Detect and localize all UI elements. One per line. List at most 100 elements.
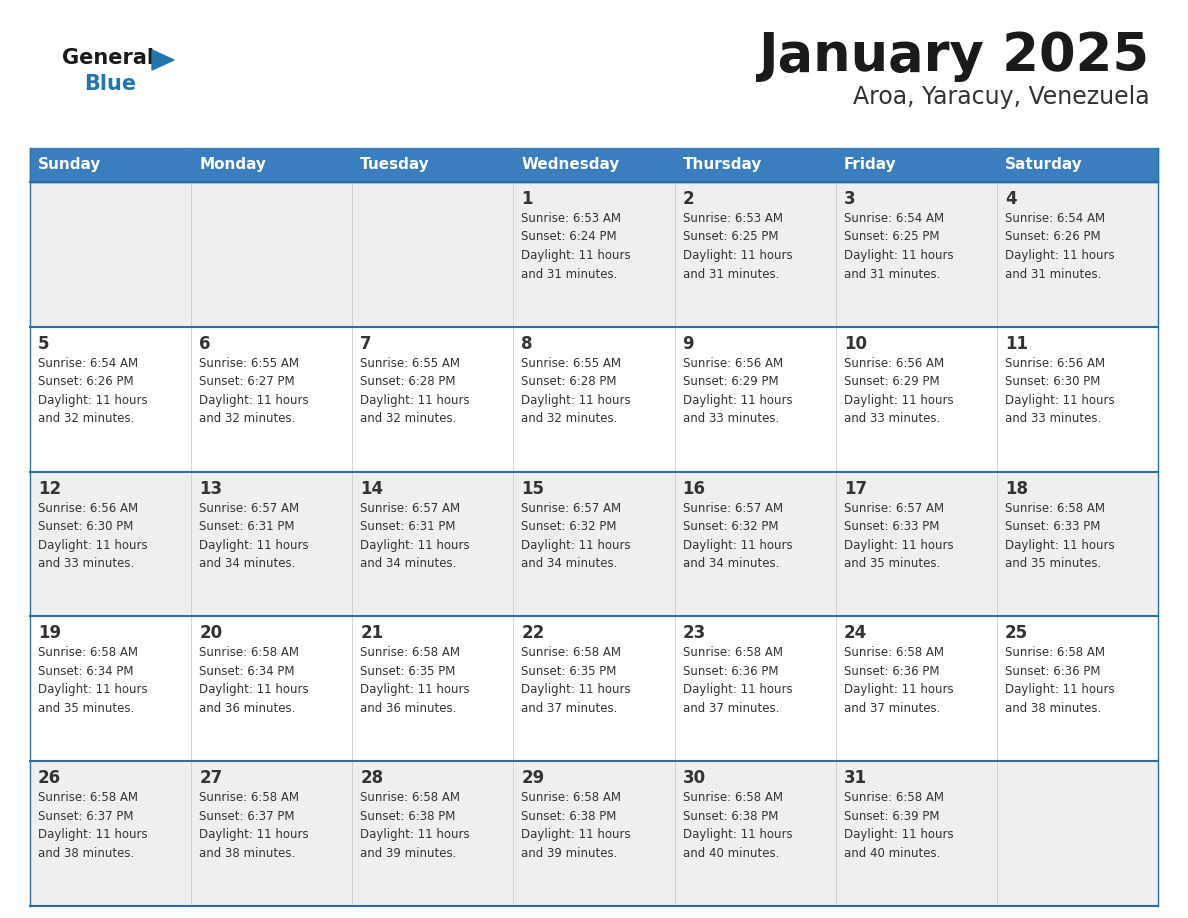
Text: Sunrise: 6:57 AM
Sunset: 6:33 PM
Daylight: 11 hours
and 35 minutes.: Sunrise: 6:57 AM Sunset: 6:33 PM Dayligh… [843, 501, 953, 570]
Text: 8: 8 [522, 335, 533, 353]
Bar [997, 472, 1158, 616]
Bar [513, 472, 675, 616]
Text: 22: 22 [522, 624, 544, 643]
Text: Sunrise: 6:58 AM
Sunset: 6:38 PM
Daylight: 11 hours
and 39 minutes.: Sunrise: 6:58 AM Sunset: 6:38 PM Dayligh… [522, 791, 631, 859]
Text: 15: 15 [522, 479, 544, 498]
Bar [513, 182, 675, 327]
Bar [513, 761, 675, 906]
Bar [675, 148, 835, 182]
Text: Sunrise: 6:54 AM
Sunset: 6:25 PM
Daylight: 11 hours
and 31 minutes.: Sunrise: 6:54 AM Sunset: 6:25 PM Dayligh… [843, 212, 953, 281]
Bar [997, 148, 1158, 182]
Text: 6: 6 [200, 335, 210, 353]
Text: Tuesday: Tuesday [360, 158, 430, 173]
Text: Sunday: Sunday [38, 158, 101, 173]
Text: 4: 4 [1005, 190, 1017, 208]
Text: Sunrise: 6:58 AM
Sunset: 6:35 PM
Daylight: 11 hours
and 37 minutes.: Sunrise: 6:58 AM Sunset: 6:35 PM Dayligh… [522, 646, 631, 715]
Text: 19: 19 [38, 624, 61, 643]
Bar [191, 472, 353, 616]
Text: Wednesday: Wednesday [522, 158, 620, 173]
Text: 3: 3 [843, 190, 855, 208]
Text: Sunrise: 6:57 AM
Sunset: 6:32 PM
Daylight: 11 hours
and 34 minutes.: Sunrise: 6:57 AM Sunset: 6:32 PM Dayligh… [522, 501, 631, 570]
Text: 11: 11 [1005, 335, 1028, 353]
Text: Sunrise: 6:58 AM
Sunset: 6:36 PM
Daylight: 11 hours
and 37 minutes.: Sunrise: 6:58 AM Sunset: 6:36 PM Dayligh… [683, 646, 792, 715]
Text: 16: 16 [683, 479, 706, 498]
Text: 30: 30 [683, 769, 706, 788]
Bar [675, 182, 835, 327]
Text: Sunrise: 6:58 AM
Sunset: 6:38 PM
Daylight: 11 hours
and 39 minutes.: Sunrise: 6:58 AM Sunset: 6:38 PM Dayligh… [360, 791, 470, 859]
Text: 26: 26 [38, 769, 61, 788]
Bar [997, 327, 1158, 472]
Text: Sunrise: 6:58 AM
Sunset: 6:38 PM
Daylight: 11 hours
and 40 minutes.: Sunrise: 6:58 AM Sunset: 6:38 PM Dayligh… [683, 791, 792, 859]
Text: 24: 24 [843, 624, 867, 643]
Text: 20: 20 [200, 624, 222, 643]
Text: Sunrise: 6:58 AM
Sunset: 6:39 PM
Daylight: 11 hours
and 40 minutes.: Sunrise: 6:58 AM Sunset: 6:39 PM Dayligh… [843, 791, 953, 859]
Text: Sunrise: 6:58 AM
Sunset: 6:37 PM
Daylight: 11 hours
and 38 minutes.: Sunrise: 6:58 AM Sunset: 6:37 PM Dayligh… [38, 791, 147, 859]
Text: Blue: Blue [84, 74, 137, 94]
Bar [353, 616, 513, 761]
Bar [675, 761, 835, 906]
Bar [30, 148, 191, 182]
Text: Sunrise: 6:58 AM
Sunset: 6:36 PM
Daylight: 11 hours
and 38 minutes.: Sunrise: 6:58 AM Sunset: 6:36 PM Dayligh… [1005, 646, 1114, 715]
Text: Monday: Monday [200, 158, 266, 173]
Bar [30, 616, 191, 761]
Text: 28: 28 [360, 769, 384, 788]
Text: Sunrise: 6:56 AM
Sunset: 6:29 PM
Daylight: 11 hours
and 33 minutes.: Sunrise: 6:56 AM Sunset: 6:29 PM Dayligh… [683, 357, 792, 425]
Bar [30, 182, 191, 327]
Bar [835, 761, 997, 906]
Text: Sunrise: 6:56 AM
Sunset: 6:30 PM
Daylight: 11 hours
and 33 minutes.: Sunrise: 6:56 AM Sunset: 6:30 PM Dayligh… [38, 501, 147, 570]
Bar [191, 148, 353, 182]
Text: Thursday: Thursday [683, 158, 762, 173]
Text: Sunrise: 6:57 AM
Sunset: 6:31 PM
Daylight: 11 hours
and 34 minutes.: Sunrise: 6:57 AM Sunset: 6:31 PM Dayligh… [360, 501, 470, 570]
Bar [353, 472, 513, 616]
Bar [835, 182, 997, 327]
Text: 14: 14 [360, 479, 384, 498]
Text: Sunrise: 6:55 AM
Sunset: 6:28 PM
Daylight: 11 hours
and 32 minutes.: Sunrise: 6:55 AM Sunset: 6:28 PM Dayligh… [360, 357, 470, 425]
Bar [675, 327, 835, 472]
Bar [997, 182, 1158, 327]
Text: General: General [62, 48, 154, 68]
Text: Sunrise: 6:56 AM
Sunset: 6:30 PM
Daylight: 11 hours
and 33 minutes.: Sunrise: 6:56 AM Sunset: 6:30 PM Dayligh… [1005, 357, 1114, 425]
Text: Sunrise: 6:53 AM
Sunset: 6:24 PM
Daylight: 11 hours
and 31 minutes.: Sunrise: 6:53 AM Sunset: 6:24 PM Dayligh… [522, 212, 631, 281]
Bar [191, 616, 353, 761]
Text: Sunrise: 6:58 AM
Sunset: 6:33 PM
Daylight: 11 hours
and 35 minutes.: Sunrise: 6:58 AM Sunset: 6:33 PM Dayligh… [1005, 501, 1114, 570]
Text: 7: 7 [360, 335, 372, 353]
Text: Sunrise: 6:58 AM
Sunset: 6:35 PM
Daylight: 11 hours
and 36 minutes.: Sunrise: 6:58 AM Sunset: 6:35 PM Dayligh… [360, 646, 470, 715]
Text: 1: 1 [522, 190, 533, 208]
Text: January 2025: January 2025 [759, 30, 1150, 82]
Bar [30, 761, 191, 906]
Text: 2: 2 [683, 190, 694, 208]
Text: Sunrise: 6:58 AM
Sunset: 6:34 PM
Daylight: 11 hours
and 35 minutes.: Sunrise: 6:58 AM Sunset: 6:34 PM Dayligh… [38, 646, 147, 715]
Text: 27: 27 [200, 769, 222, 788]
Text: 12: 12 [38, 479, 61, 498]
Text: 23: 23 [683, 624, 706, 643]
Text: Sunrise: 6:58 AM
Sunset: 6:34 PM
Daylight: 11 hours
and 36 minutes.: Sunrise: 6:58 AM Sunset: 6:34 PM Dayligh… [200, 646, 309, 715]
Bar [353, 148, 513, 182]
Text: Sunrise: 6:53 AM
Sunset: 6:25 PM
Daylight: 11 hours
and 31 minutes.: Sunrise: 6:53 AM Sunset: 6:25 PM Dayligh… [683, 212, 792, 281]
Text: 18: 18 [1005, 479, 1028, 498]
Text: Sunrise: 6:57 AM
Sunset: 6:32 PM
Daylight: 11 hours
and 34 minutes.: Sunrise: 6:57 AM Sunset: 6:32 PM Dayligh… [683, 501, 792, 570]
Text: 13: 13 [200, 479, 222, 498]
Text: 31: 31 [843, 769, 867, 788]
Text: 5: 5 [38, 335, 50, 353]
Text: Sunrise: 6:57 AM
Sunset: 6:31 PM
Daylight: 11 hours
and 34 minutes.: Sunrise: 6:57 AM Sunset: 6:31 PM Dayligh… [200, 501, 309, 570]
Text: Friday: Friday [843, 158, 896, 173]
Bar [835, 616, 997, 761]
Bar [513, 327, 675, 472]
Text: Sunrise: 6:54 AM
Sunset: 6:26 PM
Daylight: 11 hours
and 32 minutes.: Sunrise: 6:54 AM Sunset: 6:26 PM Dayligh… [38, 357, 147, 425]
Bar [513, 616, 675, 761]
Bar [675, 472, 835, 616]
Text: Sunrise: 6:54 AM
Sunset: 6:26 PM
Daylight: 11 hours
and 31 minutes.: Sunrise: 6:54 AM Sunset: 6:26 PM Dayligh… [1005, 212, 1114, 281]
Bar [353, 761, 513, 906]
Bar [30, 327, 191, 472]
Text: 10: 10 [843, 335, 867, 353]
Text: Saturday: Saturday [1005, 158, 1082, 173]
Text: Aroa, Yaracuy, Venezuela: Aroa, Yaracuy, Venezuela [853, 85, 1150, 109]
Bar [997, 761, 1158, 906]
Text: Sunrise: 6:58 AM
Sunset: 6:37 PM
Daylight: 11 hours
and 38 minutes.: Sunrise: 6:58 AM Sunset: 6:37 PM Dayligh… [200, 791, 309, 859]
Text: 21: 21 [360, 624, 384, 643]
Bar [997, 616, 1158, 761]
Text: Sunrise: 6:56 AM
Sunset: 6:29 PM
Daylight: 11 hours
and 33 minutes.: Sunrise: 6:56 AM Sunset: 6:29 PM Dayligh… [843, 357, 953, 425]
Bar [835, 148, 997, 182]
Bar [835, 327, 997, 472]
Bar [675, 616, 835, 761]
